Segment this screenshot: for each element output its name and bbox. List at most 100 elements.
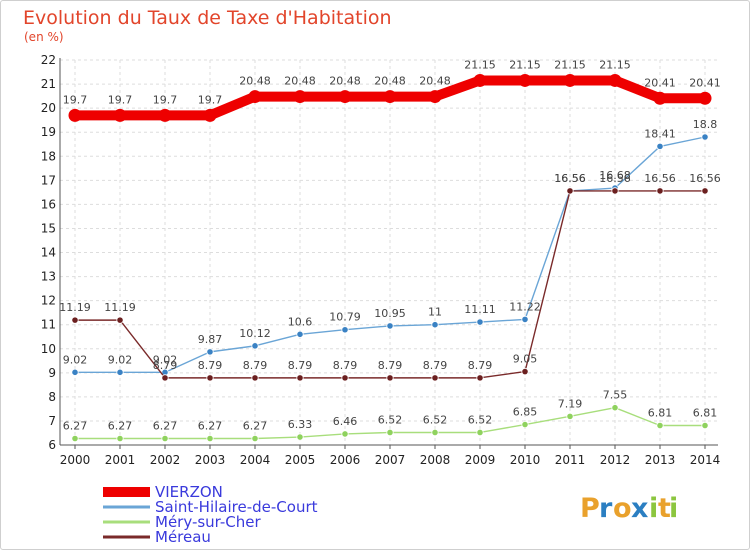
- y-tick-label: 20: [41, 101, 56, 115]
- data-label: 10.95: [374, 307, 406, 320]
- data-label: 16.68: [599, 169, 631, 182]
- data-label: 8.79: [333, 359, 358, 372]
- data-point: [71, 368, 79, 376]
- data-label: 8.79: [243, 359, 268, 372]
- chart-title: Evolution du Taux de Taxe d'Habitation: [23, 7, 392, 29]
- data-point: [116, 434, 124, 443]
- data-label: 21.15: [509, 58, 541, 71]
- data-point: [473, 73, 487, 87]
- data-label: 6.27: [153, 420, 178, 433]
- data-label: 20.48: [239, 75, 271, 88]
- data-label: 18.41: [644, 127, 676, 140]
- data-point: [296, 433, 304, 441]
- data-point: [158, 108, 172, 122]
- data-label: 8.79: [198, 359, 223, 372]
- y-tick-label: 13: [41, 270, 56, 284]
- data-point: [701, 187, 709, 195]
- y-tick-label: 14: [41, 246, 56, 260]
- y-tick-label: 18: [41, 149, 56, 163]
- data-point: [701, 421, 709, 430]
- data-label: 11.19: [59, 301, 91, 314]
- data-point: [476, 374, 484, 382]
- data-point: [341, 374, 349, 382]
- data-label: 20.48: [419, 75, 451, 88]
- brand-letter: i: [669, 493, 678, 524]
- x-tick-label: 2005: [285, 453, 316, 467]
- data-point: [431, 374, 439, 382]
- data-label: 6.46: [333, 415, 358, 428]
- data-point: [68, 108, 82, 122]
- data-point: [296, 374, 304, 382]
- series-layer: [68, 73, 712, 443]
- y-tick-label: 16: [41, 197, 56, 211]
- data-label: 8.79: [378, 359, 403, 372]
- data-point: [431, 321, 439, 329]
- data-point: [161, 374, 169, 382]
- data-label: 8.79: [468, 359, 493, 372]
- data-label: 7.19: [558, 397, 583, 410]
- data-point: [251, 434, 259, 443]
- data-point: [428, 90, 442, 104]
- x-tick-label: 2010: [510, 453, 541, 467]
- y-tick-label: 6: [48, 438, 56, 452]
- data-point: [206, 374, 214, 382]
- data-point: [386, 322, 394, 330]
- data-label: 20.48: [374, 75, 406, 88]
- data-label: 8.79: [153, 359, 178, 372]
- data-point: [206, 348, 214, 356]
- grid: [60, 59, 718, 446]
- y-tick-label: 8: [48, 390, 56, 404]
- data-point: [71, 434, 79, 443]
- data-label: 10.12: [239, 327, 271, 340]
- data-label: 6.27: [63, 420, 88, 433]
- data-label: 21.15: [554, 58, 586, 71]
- data-label: 6.81: [693, 407, 718, 420]
- data-label: 6.52: [378, 413, 403, 426]
- data-label: 9.02: [153, 353, 178, 366]
- data-label: 20.48: [329, 75, 361, 88]
- chart-subtitle: (en %): [24, 30, 64, 44]
- y-tick-label: 10: [41, 342, 56, 356]
- data-point: [251, 342, 259, 350]
- legend-label: Saint-Hilaire-de-Court: [155, 498, 318, 516]
- data-label: 11.22: [509, 300, 541, 313]
- data-label: 11.11: [464, 303, 496, 316]
- data-point: [203, 108, 217, 122]
- data-point: [653, 91, 667, 105]
- data-point: [563, 73, 577, 87]
- data-point: [476, 318, 484, 326]
- data-label: 16.56: [599, 172, 631, 185]
- data-point: [566, 412, 574, 420]
- data-point: [116, 368, 124, 376]
- data-point: [161, 434, 169, 443]
- x-tick-label: 2006: [330, 453, 361, 467]
- legend-label: Méreau: [155, 528, 211, 546]
- brand-letter: x: [631, 493, 648, 524]
- data-point: [656, 187, 664, 195]
- x-tick-label: 2000: [60, 453, 91, 467]
- y-tick-label: 11: [41, 318, 56, 332]
- data-label: 8.79: [423, 359, 448, 372]
- legend: VIERZONSaint-Hilaire-de-CourtMéry-sur-Ch…: [103, 483, 318, 546]
- data-point: [656, 421, 664, 430]
- data-point: [248, 90, 262, 104]
- x-tick-label: 2011: [555, 453, 586, 467]
- data-label: 21.15: [464, 58, 496, 71]
- data-point: [656, 142, 664, 150]
- data-point: [521, 315, 529, 323]
- data-point: [521, 420, 529, 429]
- brand-letter: r: [599, 493, 613, 524]
- data-label: 6.81: [648, 407, 673, 420]
- data-label: 11: [428, 306, 442, 319]
- brand-letter: P: [580, 493, 600, 524]
- y-tick-label: 15: [41, 221, 56, 235]
- y-tick-label: 12: [41, 294, 56, 308]
- y-tick-label: 21: [41, 77, 56, 91]
- x-tick-label: 2003: [195, 453, 226, 467]
- data-label: 18.8: [693, 118, 718, 131]
- data-point: [338, 90, 352, 104]
- data-label: 9.87: [198, 333, 223, 346]
- data-point: [293, 90, 307, 104]
- data-label: 6.27: [198, 420, 223, 433]
